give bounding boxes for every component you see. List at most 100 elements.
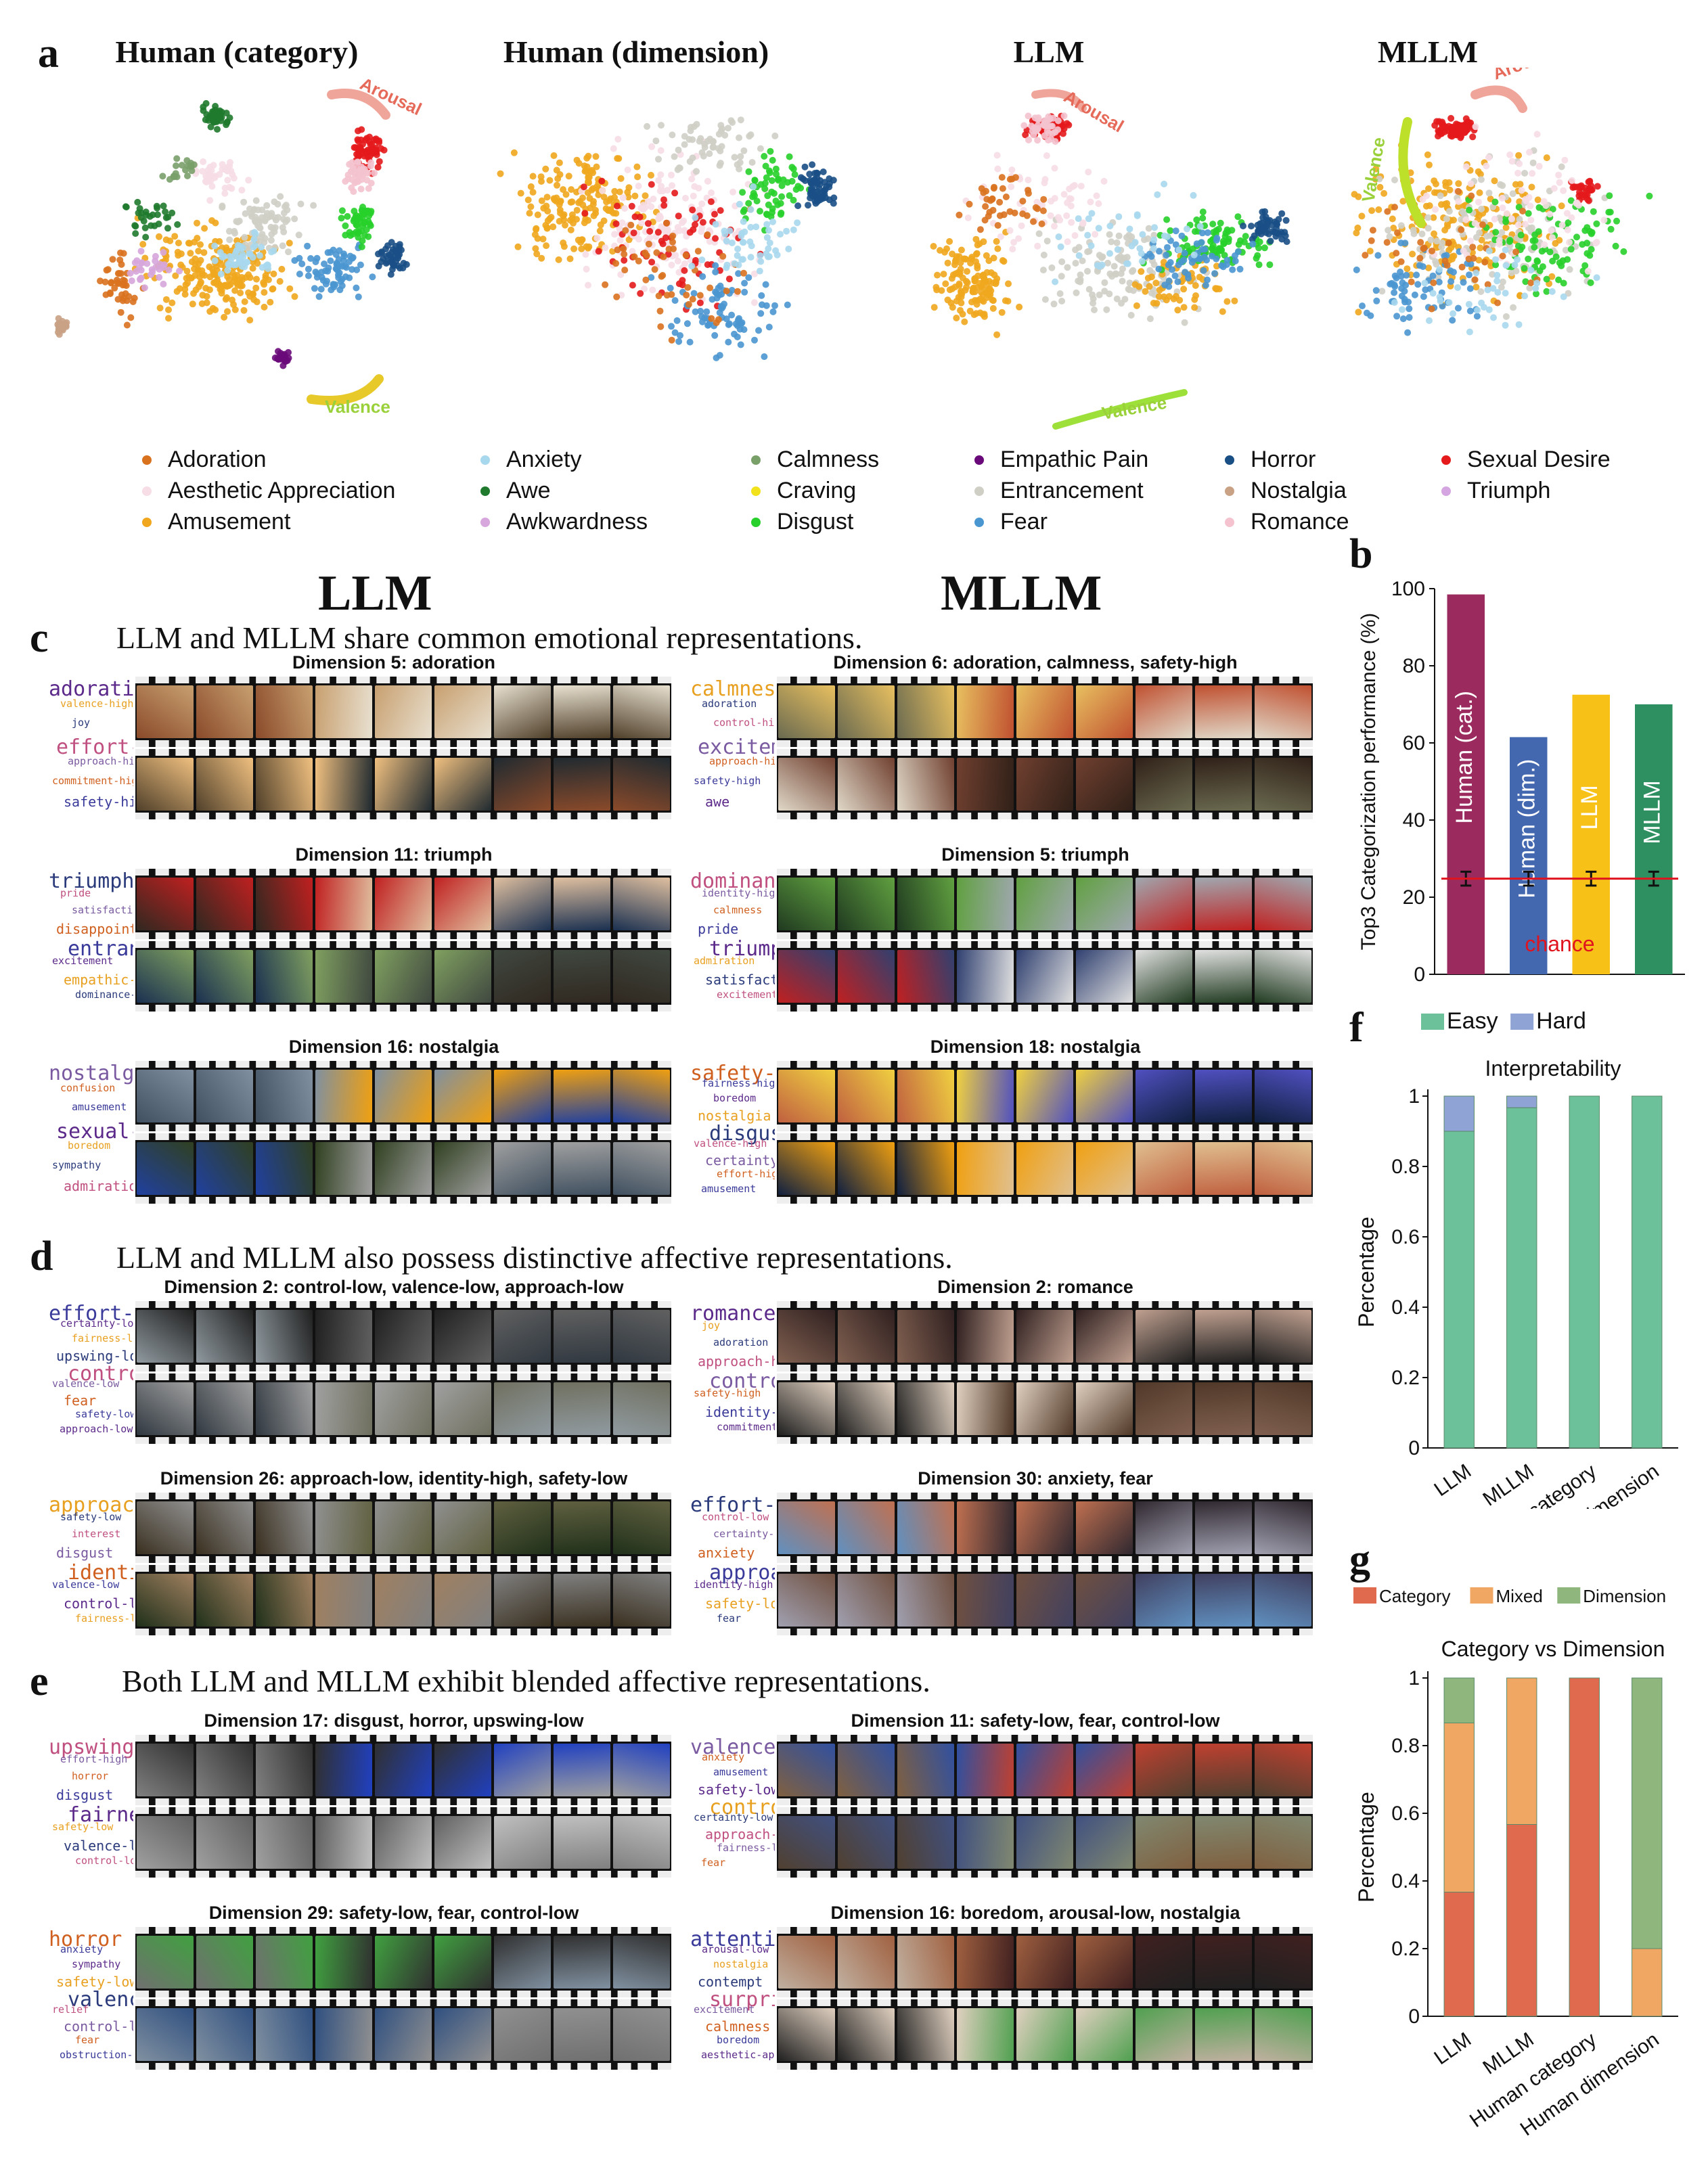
word-cloud: nostalgiaconfusionamusementsexual-desire… xyxy=(49,1061,133,1203)
tsne-point xyxy=(964,214,972,221)
tsne-point xyxy=(353,221,360,228)
tsne-point xyxy=(1114,246,1121,253)
tsne-point xyxy=(1556,237,1563,244)
tsne-point xyxy=(353,284,360,292)
tsne-point xyxy=(1397,269,1404,275)
legend-item: Horror xyxy=(1225,447,1316,473)
video-frame xyxy=(554,2008,610,2061)
tsne-point xyxy=(1502,224,1510,231)
legend-label: Awkwardness xyxy=(506,509,648,535)
tsne-point xyxy=(231,306,239,313)
tsne-point xyxy=(141,224,149,231)
tsne-point xyxy=(1095,200,1102,207)
tsne-point xyxy=(1569,177,1575,184)
tsne-point xyxy=(1190,191,1197,199)
tsne-point xyxy=(1447,278,1455,285)
video-frame xyxy=(613,1816,670,1869)
tsne-point xyxy=(1492,229,1500,236)
word-cloud-term: safety-low xyxy=(698,1781,775,1798)
tsne-point xyxy=(1172,293,1179,300)
tsne-point xyxy=(689,206,696,214)
tsne-point xyxy=(183,267,191,275)
tsne-point xyxy=(689,136,696,143)
tsne-point xyxy=(671,153,678,160)
tsne-point xyxy=(1163,216,1171,223)
word-cloud: safety-highfairness-highboredomnostalgia… xyxy=(690,1061,775,1203)
tsne-point xyxy=(940,271,947,278)
tsne-point xyxy=(681,141,688,148)
word-cloud-term: romance xyxy=(690,1302,775,1325)
tsne-point xyxy=(706,237,713,245)
tsne-point xyxy=(749,194,757,200)
tsne-point xyxy=(712,221,719,228)
tsne-point xyxy=(598,177,606,185)
video-frame xyxy=(256,758,313,811)
word-cloud-term: anxiety xyxy=(698,1545,755,1561)
tsne-point xyxy=(636,213,644,221)
tsne-point xyxy=(708,315,715,322)
tsne-point xyxy=(1045,113,1052,120)
video-frame xyxy=(256,878,313,930)
tsne-point xyxy=(663,292,671,299)
tsne-point xyxy=(1180,256,1188,264)
tsne-point xyxy=(1466,307,1474,315)
video-frame xyxy=(375,1382,432,1435)
legend-item: Empathic Pain xyxy=(974,447,1148,473)
tsne-point xyxy=(642,276,650,283)
tsne-point xyxy=(1512,248,1520,256)
tsne-point xyxy=(1445,299,1453,306)
tsne-point xyxy=(1063,212,1071,219)
tsne-point xyxy=(1148,290,1155,297)
tsne-point xyxy=(635,257,642,265)
tsne-point xyxy=(1560,187,1567,194)
tsne-point xyxy=(980,189,987,196)
video-frame xyxy=(957,1310,1014,1363)
tsne-point xyxy=(252,284,260,292)
tsne-point xyxy=(358,206,365,214)
tsne-point xyxy=(1535,162,1543,170)
tsne-point xyxy=(596,227,604,235)
video-frame xyxy=(494,2008,551,2061)
video-frame xyxy=(375,2008,432,2061)
tsne-point xyxy=(602,205,610,212)
tsne-point xyxy=(1045,122,1052,129)
tsne-point xyxy=(233,247,240,254)
word-cloud-term: disgust xyxy=(56,1787,114,1803)
video-filmstrip xyxy=(135,941,671,1012)
tsne-point xyxy=(527,183,535,190)
tsne-point xyxy=(1424,214,1432,221)
tsne-point xyxy=(1283,238,1290,246)
tsne-point xyxy=(644,220,652,227)
bar-label: MLLM xyxy=(1640,780,1665,844)
tsne-point xyxy=(1368,207,1376,214)
video-frame xyxy=(196,1936,253,1989)
tsne-point xyxy=(1025,112,1032,120)
tsne-point xyxy=(821,179,828,186)
tsne-point xyxy=(1411,291,1418,298)
tsne-point xyxy=(608,208,615,215)
tsne-point xyxy=(1466,206,1473,214)
legend-label: Category xyxy=(1379,1586,1451,1606)
video-filmstrip xyxy=(135,1301,671,1371)
video-frame xyxy=(1136,1574,1192,1627)
tsne-point xyxy=(1228,227,1236,234)
tsne-point xyxy=(127,314,135,321)
word-cloud-term: commitment-high xyxy=(52,774,133,787)
tsne-point xyxy=(1499,252,1506,260)
tsne-point xyxy=(660,196,667,204)
video-frame xyxy=(494,950,551,1003)
chart-interpretability: Easy HardInterpretability00.20.40.60.81Pe… xyxy=(1354,1008,1678,1509)
tsne-point xyxy=(240,306,248,314)
panel-letter-e: e xyxy=(30,1658,49,1704)
tsne-point xyxy=(1447,114,1455,122)
video-frame xyxy=(315,950,372,1003)
tsne-point xyxy=(989,206,997,214)
tsne-point xyxy=(794,219,801,227)
tsne-point xyxy=(583,265,590,273)
tsne-point xyxy=(1366,248,1374,255)
video-frame xyxy=(613,685,670,738)
tsne-point xyxy=(1211,270,1218,277)
tsne-point xyxy=(304,242,311,250)
tsne-point xyxy=(762,281,769,288)
tsne-point xyxy=(734,288,741,295)
